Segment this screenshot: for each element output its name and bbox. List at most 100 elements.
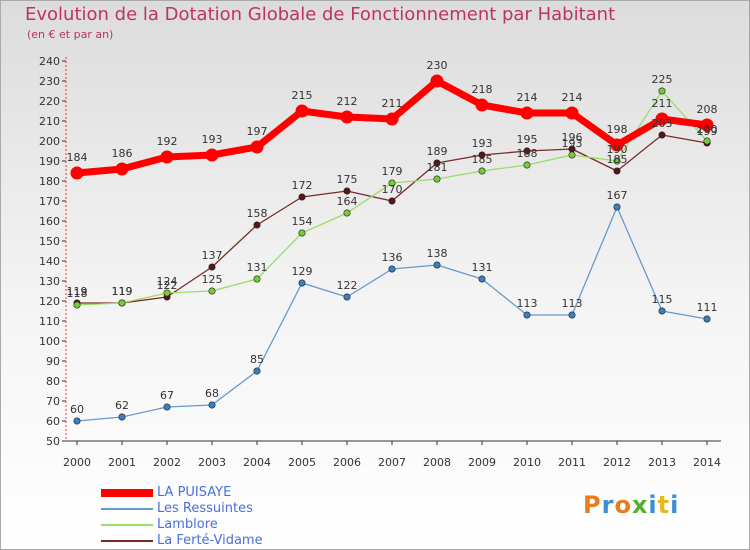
data-label: 113 [562, 297, 583, 310]
data-label: 85 [250, 353, 264, 366]
y-tick-label: 150 [39, 235, 60, 248]
data-point [523, 161, 531, 169]
logo-letter: r [601, 491, 615, 519]
data-label: 131 [472, 261, 493, 274]
data-label: 113 [517, 297, 538, 310]
data-point [253, 367, 261, 375]
data-label: 167 [607, 189, 628, 202]
data-label: 179 [382, 165, 403, 178]
data-label: 111 [697, 301, 718, 314]
legend-label: Lamblore [157, 517, 218, 532]
data-label: 62 [115, 399, 129, 412]
x-tick-label: 2012 [603, 456, 631, 469]
data-point [613, 167, 621, 175]
data-point [70, 166, 84, 180]
data-point [475, 98, 489, 112]
data-label: 164 [337, 195, 358, 208]
data-point [73, 417, 81, 425]
logo-letter: o [614, 491, 632, 519]
data-label: 193 [472, 137, 493, 150]
data-label: 68 [205, 387, 219, 400]
y-tick-label: 120 [39, 295, 60, 308]
data-label: 124 [157, 275, 178, 288]
series-les-ressuintes [73, 203, 711, 425]
data-label: 175 [337, 173, 358, 186]
x-tick-label: 2001 [108, 456, 136, 469]
data-label: 188 [517, 147, 538, 160]
data-label: 184 [67, 151, 88, 164]
data-label: 158 [247, 207, 268, 220]
data-label: 195 [517, 133, 538, 146]
data-label: 138 [427, 247, 448, 260]
data-point [700, 118, 714, 132]
data-point [568, 311, 576, 319]
data-label: 218 [472, 83, 493, 96]
data-point [433, 261, 441, 269]
data-point [703, 315, 711, 323]
y-tick-label: 200 [39, 135, 60, 148]
data-label: 172 [292, 179, 313, 192]
data-label: 196 [562, 131, 583, 144]
series-la-puisaye [70, 74, 714, 180]
y-tick-label: 220 [39, 95, 60, 108]
data-point [343, 293, 351, 301]
data-point [118, 299, 126, 307]
y-tick-label: 230 [39, 75, 60, 88]
data-point [388, 179, 396, 187]
data-point [478, 167, 486, 175]
x-tick-label: 2009 [468, 456, 496, 469]
y-tick-label: 80 [46, 375, 60, 388]
data-label: 211 [382, 97, 403, 110]
data-point [655, 112, 669, 126]
data-label: 198 [607, 123, 628, 136]
x-tick-label: 2008 [423, 456, 451, 469]
data-label: 136 [382, 251, 403, 264]
legend-swatch [101, 489, 153, 497]
data-label: 185 [472, 153, 493, 166]
x-tick-label: 2010 [513, 456, 541, 469]
data-label: 199 [697, 125, 718, 138]
data-point [610, 138, 624, 152]
data-label: 131 [247, 261, 268, 274]
data-label: 181 [427, 161, 448, 174]
data-label: 122 [337, 279, 358, 292]
chart-subtitle: (en € et par an) [27, 28, 114, 41]
proxiti-logo: Proxiti [583, 491, 679, 519]
logo-letter: P [583, 491, 602, 519]
data-point [430, 74, 444, 88]
series-layer [70, 74, 714, 425]
y-tick-label: 70 [46, 395, 60, 408]
y-tick-label: 190 [39, 155, 60, 168]
logo-letter: t [657, 491, 671, 519]
data-point [163, 289, 171, 297]
data-label: 203 [652, 117, 673, 130]
data-point [565, 106, 579, 120]
x-tick-label: 2000 [63, 456, 91, 469]
y-tick-label: 110 [39, 315, 60, 328]
data-point [613, 203, 621, 211]
data-point [298, 279, 306, 287]
legend-label: Les Ressuintes [157, 501, 253, 516]
data-point [208, 287, 216, 295]
legend-swatch [101, 524, 153, 526]
data-label: 193 [562, 137, 583, 150]
data-point [340, 110, 354, 124]
data-label: 225 [652, 73, 673, 86]
legend-label: LA PUISAYE [157, 485, 232, 500]
chart-title: Evolution de la Dotation Globale de Fonc… [25, 4, 616, 25]
x-tick-label: 2014 [693, 456, 721, 469]
data-point [253, 221, 261, 229]
data-point [523, 311, 531, 319]
data-label: 211 [652, 97, 673, 110]
data-label: 185 [607, 153, 628, 166]
data-point [208, 263, 216, 271]
data-label: 67 [160, 389, 174, 402]
y-tick-label: 140 [39, 255, 60, 268]
data-labels-layer: 119 119 122 137 158 172 175 170 189 193 195 196 185 2… [67, 59, 718, 416]
data-label: 119 [112, 285, 133, 298]
data-point [520, 106, 534, 120]
x-tick-label: 2005 [288, 456, 316, 469]
data-point [250, 140, 264, 154]
data-point [568, 151, 576, 159]
